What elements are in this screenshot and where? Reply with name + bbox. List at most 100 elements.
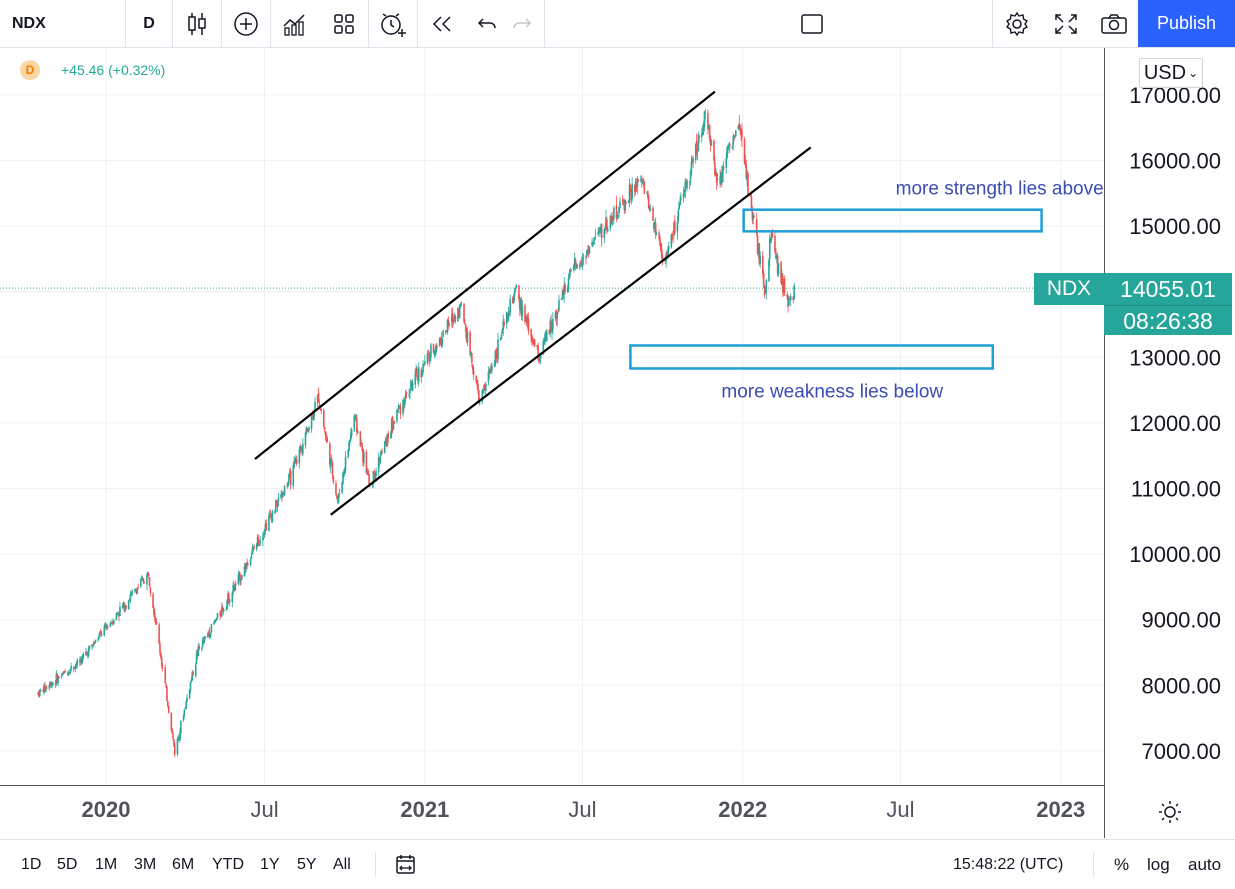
candle-body <box>246 562 248 565</box>
candle-body <box>185 701 187 709</box>
indicators-icon[interactable] <box>271 0 319 47</box>
candle-body <box>646 193 648 195</box>
auto-toggle[interactable]: auto <box>1188 854 1222 874</box>
percent-toggle[interactable]: % <box>1114 854 1130 874</box>
candle-body <box>466 331 469 343</box>
candle-body <box>410 381 413 391</box>
candle-body <box>344 456 347 470</box>
candle-body <box>497 339 499 359</box>
candle-body <box>421 371 424 377</box>
candle-body <box>302 443 304 454</box>
candle-body <box>85 651 87 656</box>
candle-body <box>188 689 191 699</box>
candle-body <box>64 670 66 673</box>
theme-toggle[interactable] <box>1158 800 1182 824</box>
candle-body <box>99 631 102 634</box>
candle-body <box>304 433 307 446</box>
interval-button[interactable]: D <box>126 0 172 47</box>
rectangle-icon[interactable] <box>788 0 836 47</box>
candle-body <box>125 605 127 609</box>
candle-body <box>603 229 606 239</box>
currency-selector[interactable]: USD ⌄ <box>1139 58 1203 88</box>
candle-body <box>402 399 404 414</box>
candle-body <box>221 608 224 611</box>
candle-body <box>765 280 768 293</box>
add-indicator-icon[interactable] <box>222 0 270 47</box>
range-1y[interactable]: 1Y <box>260 855 280 873</box>
candle-body <box>648 207 651 210</box>
range-6m[interactable]: 6M <box>172 855 195 873</box>
candle-body <box>180 720 182 733</box>
range-all[interactable]: All <box>333 855 351 873</box>
candle-body <box>743 139 746 163</box>
symbol-search[interactable]: NDX <box>0 0 125 47</box>
candle-body <box>183 709 186 716</box>
candle-body <box>411 382 414 391</box>
candle-body <box>678 202 680 209</box>
candle-body <box>524 305 526 322</box>
range-3m[interactable]: 3M <box>134 855 157 873</box>
alert-icon[interactable] <box>369 0 417 47</box>
candle-body <box>259 539 261 544</box>
candle-body <box>448 323 451 326</box>
candle-body <box>501 328 504 334</box>
candle-body <box>398 405 401 407</box>
candle-body <box>439 338 442 341</box>
price-tick-label: 9000.00 <box>1141 608 1221 633</box>
utc-clock[interactable]: 15:48:22 (UTC) <box>953 855 1064 873</box>
redo-icon[interactable] <box>501 0 543 47</box>
candle-body <box>362 448 364 463</box>
range-1m[interactable]: 1M <box>95 855 118 873</box>
fullscreen-icon[interactable] <box>1042 0 1089 47</box>
snapshot-icon[interactable] <box>1090 0 1137 47</box>
candle-body <box>655 232 658 234</box>
candle-body <box>234 584 236 591</box>
candle-body <box>221 606 223 616</box>
candle-body <box>782 280 785 293</box>
candle-body <box>201 647 203 650</box>
layout-icon[interactable] <box>320 0 368 47</box>
publish-button[interactable]: Publish <box>1138 0 1235 47</box>
date-range-button[interactable] <box>394 840 418 889</box>
candle-body <box>106 626 109 629</box>
candle-body <box>184 708 187 709</box>
candle-body <box>708 125 711 140</box>
range-ytd[interactable]: YTD <box>212 855 244 873</box>
candle-body <box>80 658 83 663</box>
candle-body <box>250 556 253 559</box>
candle-body <box>331 463 334 476</box>
candle-body <box>424 361 426 365</box>
candle-body <box>637 179 640 181</box>
chart-plot[interactable]: more strength lies above more weakness li… <box>0 48 1235 838</box>
candle-body <box>167 701 169 707</box>
candle-body <box>617 214 620 217</box>
candle-body <box>63 671 65 674</box>
candle-body <box>539 355 542 359</box>
candle-body <box>308 427 310 432</box>
candle-body <box>629 184 632 190</box>
range-5y[interactable]: 5Y <box>297 855 317 873</box>
candle-body <box>220 614 222 617</box>
candle-body <box>560 298 563 300</box>
candle-body <box>442 330 444 338</box>
calendar-range-icon <box>396 854 415 874</box>
undo-icon[interactable] <box>466 0 508 47</box>
candle-body <box>647 191 649 198</box>
candle-body <box>575 263 578 265</box>
range-5d[interactable]: 5D <box>57 855 78 873</box>
candle-body <box>73 668 76 670</box>
candle-body <box>161 666 164 668</box>
settings-icon[interactable] <box>993 0 1040 47</box>
candle-body <box>182 715 185 721</box>
candle-body <box>207 632 210 634</box>
replay-icon[interactable] <box>418 0 466 47</box>
candle-body <box>202 639 205 642</box>
range-1d[interactable]: 1D <box>21 855 42 873</box>
candle-body <box>268 513 271 517</box>
candle-body <box>106 626 108 628</box>
candles-icon[interactable] <box>173 0 221 47</box>
candle-body <box>226 600 228 610</box>
candle-body <box>292 465 295 486</box>
candle-body <box>228 600 231 603</box>
log-toggle[interactable]: log <box>1147 854 1170 874</box>
